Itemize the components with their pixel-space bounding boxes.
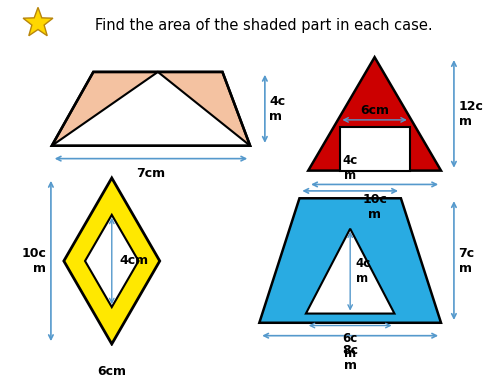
Text: Find the area of the shaded part in each case.: Find the area of the shaded part in each… [95,18,433,33]
Polygon shape [308,57,441,171]
Text: 12c
m: 12c m [458,100,483,128]
Polygon shape [85,215,138,307]
Text: 4c
m: 4c m [342,154,358,182]
Text: 4c
m: 4c m [356,257,371,285]
Polygon shape [260,198,441,323]
Text: 7c
m: 7c m [458,246,474,274]
Text: 4c
m: 4c m [270,95,285,123]
Polygon shape [64,178,160,344]
Text: 7cm: 7cm [136,167,166,180]
Polygon shape [340,127,409,171]
Text: 6cm: 6cm [98,365,126,375]
Text: 10c
m: 10c m [362,193,387,221]
Polygon shape [52,72,250,146]
Text: 6c
m: 6c m [342,332,358,360]
Polygon shape [306,229,394,314]
Polygon shape [52,72,250,146]
Text: 6cm: 6cm [360,104,389,117]
Text: 8c
m: 8c m [342,344,358,372]
Text: 4cm: 4cm [119,255,148,267]
Text: 10c
m: 10c m [22,247,46,275]
Polygon shape [23,8,53,36]
